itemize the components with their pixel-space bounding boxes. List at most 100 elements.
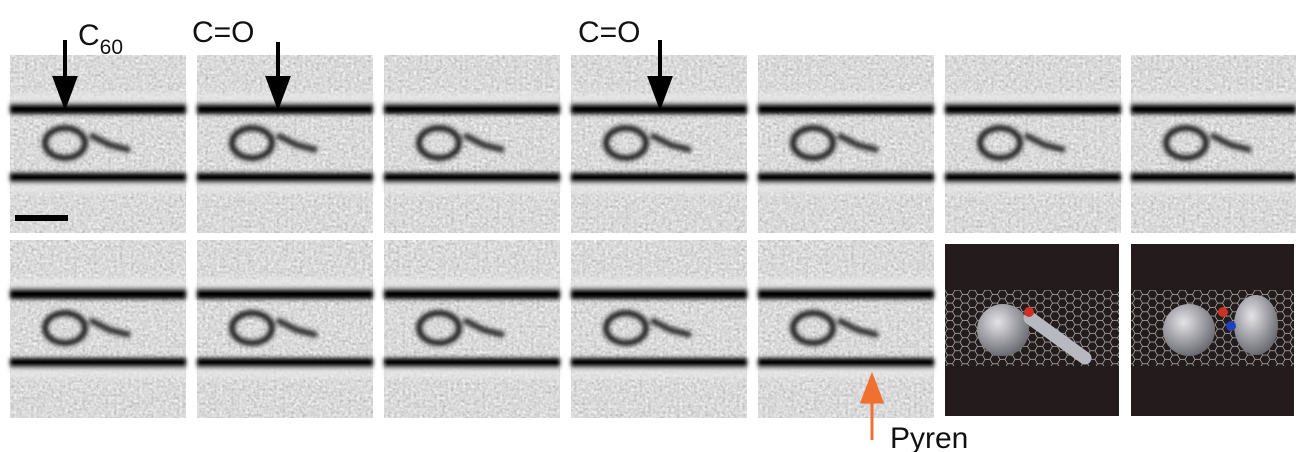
fullerene-image	[229, 310, 275, 346]
light-band	[1131, 183, 1296, 193]
fullerene-image	[416, 310, 462, 346]
tube-wall	[197, 103, 373, 114]
tube-wall	[571, 103, 747, 114]
tube-wall	[384, 288, 560, 299]
fullerene-image	[416, 125, 462, 161]
arrow	[52, 40, 78, 111]
fullerene-image	[790, 310, 836, 346]
fullerene	[1163, 304, 1215, 356]
panel	[10, 240, 186, 418]
panel	[1131, 55, 1296, 233]
tube-wall	[384, 173, 560, 183]
pyrene-image	[649, 132, 692, 153]
tem-features	[10, 278, 186, 378]
tem-image	[384, 240, 560, 418]
tem-features	[10, 93, 186, 193]
pyrene-image	[462, 132, 505, 153]
nitrogen	[1226, 321, 1236, 331]
light-band	[384, 278, 560, 288]
arrow	[265, 42, 291, 111]
tem-image	[571, 240, 747, 418]
panel	[384, 240, 560, 418]
panel	[945, 244, 1119, 416]
c60-text: C	[78, 19, 100, 52]
light-band	[945, 183, 1121, 193]
nanotube	[945, 290, 1119, 366]
c60-label: C60	[78, 19, 123, 59]
light-band	[384, 183, 560, 193]
tube-wall	[758, 288, 934, 299]
tem-features	[1131, 93, 1296, 193]
pyrene-image	[275, 317, 318, 338]
pyrene-image	[88, 317, 131, 338]
arrow	[647, 40, 673, 111]
tem-image	[1131, 55, 1296, 233]
oxygen	[1218, 307, 1228, 317]
panel	[384, 55, 560, 233]
tube-wall	[758, 358, 934, 368]
fullerene-image	[977, 125, 1023, 161]
tem-features	[384, 278, 560, 378]
tube-wall	[197, 173, 373, 183]
tem-image	[758, 240, 934, 418]
c60-subscript: 60	[100, 36, 123, 59]
pyrene-image	[462, 317, 505, 338]
fullerene-image	[603, 125, 649, 161]
light-band	[571, 278, 747, 288]
tube-wall	[758, 103, 934, 114]
tem-features	[945, 93, 1121, 193]
panel	[571, 240, 747, 418]
light-band	[1131, 93, 1296, 103]
pyrene-image	[88, 132, 131, 153]
panel	[571, 55, 747, 233]
light-band	[571, 183, 747, 193]
arrows	[15, 40, 885, 440]
light-band	[758, 183, 934, 193]
light-band	[197, 183, 373, 193]
light-band	[10, 93, 186, 103]
pyrene	[1234, 295, 1278, 355]
light-band	[384, 368, 560, 378]
light-band	[945, 93, 1121, 103]
tube-wall	[10, 173, 186, 183]
scale-bar	[15, 215, 68, 221]
panel	[945, 55, 1121, 233]
tube-wall	[384, 358, 560, 368]
tube-wall	[571, 358, 747, 368]
tube-wall	[197, 358, 373, 368]
pyrene-image	[836, 317, 879, 338]
pyrene	[1023, 311, 1092, 365]
carbonyl-label: C=O	[578, 16, 641, 49]
pyrene-image	[649, 317, 692, 338]
light-band	[758, 278, 934, 288]
pyrene-image	[836, 132, 879, 153]
tem-image	[945, 55, 1121, 233]
tem-image	[10, 55, 186, 233]
light-band	[197, 93, 373, 103]
tube-wall	[1131, 103, 1296, 114]
panel	[1131, 244, 1294, 416]
tube-wall	[571, 288, 747, 299]
fullerene-image	[790, 125, 836, 161]
tube-wall	[10, 103, 186, 114]
tem-image	[758, 55, 934, 233]
tem-features	[758, 278, 934, 378]
panels	[10, 55, 1296, 418]
panel	[197, 240, 373, 418]
tube-wall	[10, 358, 186, 368]
tem-features	[384, 93, 560, 193]
fullerene-image	[229, 125, 275, 161]
light-band	[384, 93, 560, 103]
tube-wall	[384, 103, 560, 114]
fullerene	[977, 304, 1029, 356]
tube-wall	[1131, 173, 1296, 183]
tem-features	[197, 278, 373, 378]
pyrene-image	[1209, 132, 1252, 153]
panel	[758, 55, 934, 233]
tube-wall	[197, 288, 373, 299]
pyrene-image	[275, 132, 318, 153]
tube-wall	[945, 103, 1121, 114]
light-band	[197, 278, 373, 288]
tem-image	[10, 240, 186, 418]
